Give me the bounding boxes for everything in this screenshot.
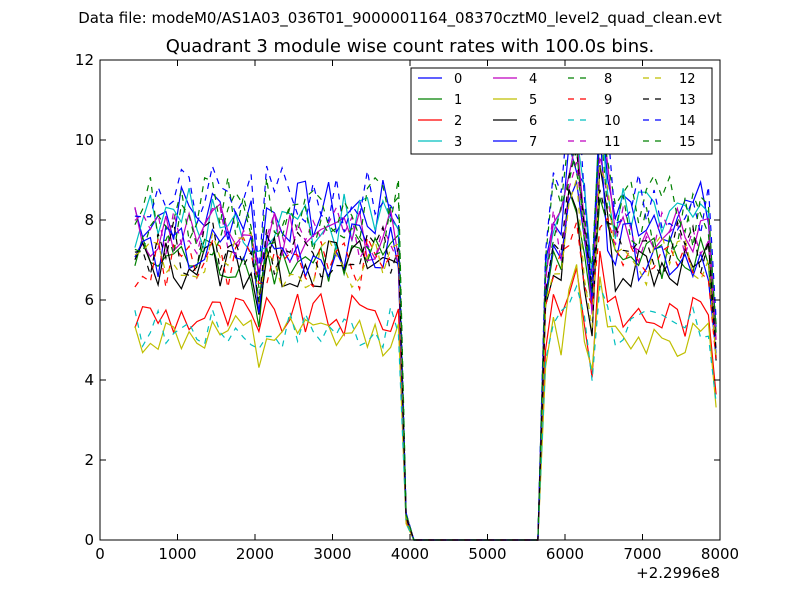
legend-label-14: 14: [679, 114, 696, 129]
legend-label-2: 2: [454, 114, 462, 129]
legend-label-13: 13: [679, 93, 696, 108]
legend-label-8: 8: [604, 72, 612, 87]
x-tick-label: 2000: [236, 545, 274, 563]
series-line-13: [134, 150, 717, 541]
series-line-12: [134, 166, 717, 541]
y-tick-label: 6: [84, 291, 94, 309]
series-line-2: [134, 250, 717, 541]
y-tick-label: 0: [84, 531, 94, 549]
legend-frame: [410, 67, 713, 155]
legend-label-15: 15: [679, 135, 696, 150]
series-line-10: [134, 284, 717, 541]
x-tick-label: 4000: [391, 545, 429, 563]
y-tick-label: 10: [75, 131, 94, 149]
y-tick-label: 12: [75, 51, 94, 69]
legend-label-1: 1: [454, 93, 462, 108]
x-tick-label: 1000: [158, 545, 196, 563]
y-tick-label: 4: [84, 371, 94, 389]
x-tick-label: 5000: [468, 545, 506, 563]
legend-label-5: 5: [529, 93, 537, 108]
legend-label-9: 9: [604, 93, 612, 108]
series-line-8: [134, 120, 717, 541]
series-line-9: [134, 217, 717, 541]
x-tick-label: 7000: [623, 545, 661, 563]
series-line-15: [134, 118, 717, 541]
series-line-6: [134, 165, 717, 541]
ticks-layer: 0 1000 2000 3000 4000 5000 6000 7000 80000246810…: [75, 51, 739, 563]
x-tick-label: 8000: [701, 545, 739, 563]
y-tick-label: 2: [84, 451, 94, 469]
x-tick-label: 0: [95, 545, 105, 563]
chart-title: Quadrant 3 module wise count rates with …: [165, 36, 655, 57]
legend-label-4: 4: [529, 72, 537, 87]
legend-label-6: 6: [529, 114, 537, 129]
legend-label-11: 11: [604, 135, 621, 150]
legend-label-0: 0: [454, 72, 462, 87]
series-line-1: [134, 189, 717, 541]
series-line-0: [134, 95, 717, 541]
x-tick-label: 3000: [313, 545, 351, 563]
series-line-5: [134, 264, 717, 541]
x-offset-label: +2.2996e8: [636, 564, 720, 582]
legend-label-7: 7: [529, 135, 537, 150]
figure-suptitle: Data file: modeM0/AS1A03_036T01_90000011…: [78, 9, 722, 27]
legend-label-10: 10: [604, 114, 621, 129]
series-line-3: [134, 105, 717, 541]
x-tick-label: 6000: [546, 545, 584, 563]
legend-label-12: 12: [679, 72, 696, 87]
y-tick-label: 8: [84, 211, 94, 229]
legend-label-3: 3: [454, 135, 462, 150]
